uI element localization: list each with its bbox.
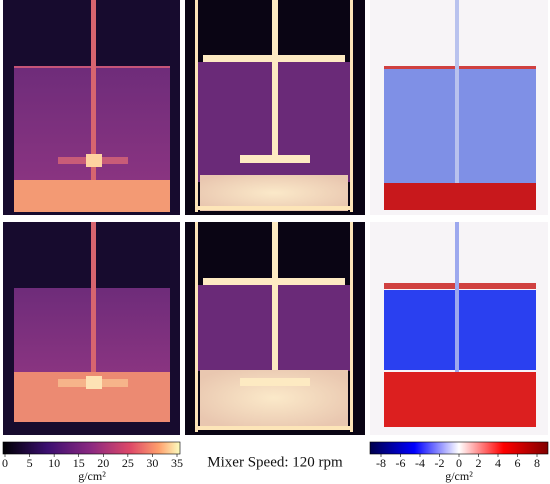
- tick-label: 35: [171, 456, 183, 470]
- tick-label: -6: [396, 456, 406, 470]
- colorbar-difference: [369, 441, 549, 455]
- tick-label: 2: [476, 456, 482, 470]
- tick-label: 6: [515, 456, 521, 470]
- tick-label: 0: [456, 456, 462, 470]
- tick-label: 5: [27, 456, 33, 470]
- tick-label: 30: [146, 456, 158, 470]
- tick-label: 25: [122, 456, 134, 470]
- tick-label: -2: [435, 456, 445, 470]
- colorbar-unit: g/cm²: [78, 469, 106, 483]
- panel-row-1: [3, 0, 548, 215]
- tick-label: 4: [495, 456, 501, 470]
- tick-label: 8: [534, 456, 540, 470]
- tick-label: -4: [415, 456, 425, 470]
- tick-label: -8: [376, 456, 386, 470]
- tick-label: 20: [97, 456, 109, 470]
- tick-label: 10: [48, 456, 60, 470]
- tick-label: 0: [2, 456, 8, 470]
- tick-label: 15: [73, 456, 85, 470]
- colorbar-density: [2, 441, 181, 455]
- caption: Mixer Speed: 120 rpm: [207, 454, 343, 470]
- colorbar-unit: g/cm²: [445, 469, 473, 483]
- panel-row-2: [3, 222, 548, 435]
